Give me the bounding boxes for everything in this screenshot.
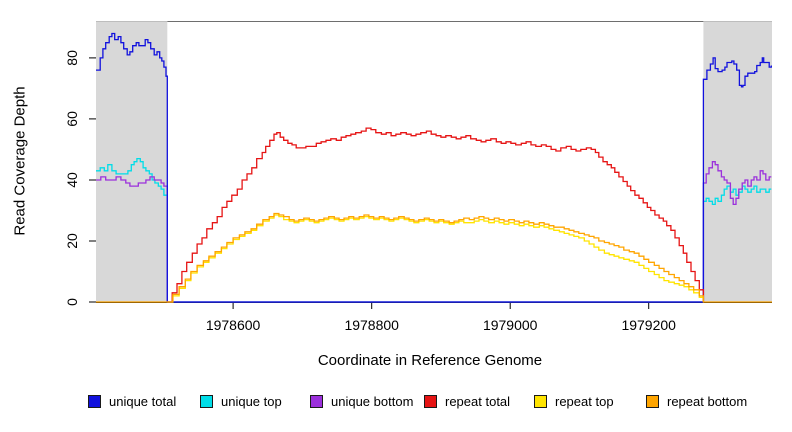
x-tick-label: 1979000 — [483, 317, 538, 333]
legend-swatch-repeat-bottom — [646, 394, 659, 408]
legend-swatch-repeat-top — [534, 394, 547, 408]
legend-label: repeat total — [445, 393, 511, 409]
legend-item-repeat-total: repeat total — [424, 393, 510, 409]
legend-swatch-unique-total — [88, 394, 101, 408]
y-axis-title: Read Coverage Depth — [11, 86, 29, 236]
y-tick-label: 0 — [64, 298, 80, 306]
legend-item-unique-top: unique top — [200, 393, 282, 409]
x-tick-label: 1979200 — [621, 317, 676, 333]
legend-label: repeat bottom — [667, 393, 748, 409]
y-tick-label: 40 — [64, 172, 80, 188]
y-tick-label: 80 — [64, 50, 80, 66]
legend-item-unique-total: unique total — [88, 393, 176, 409]
series-repeat-total-line — [167, 127, 705, 303]
x-tick-label: 1978800 — [344, 317, 399, 333]
plot-svg: 1978600 1978800 1979000 1979200 0 20 40 60 80 — [64, 21, 772, 333]
legend-label: repeat top — [555, 393, 614, 409]
shaded-region — [96, 21, 168, 302]
series-unique-top-line — [96, 157, 772, 303]
legend-label: unique top — [221, 393, 282, 409]
legend-item-repeat-bottom: repeat bottom — [646, 393, 747, 409]
legend: unique total unique top unique bottom repea… — [0, 393, 792, 417]
x-tick-label: 1978600 — [206, 317, 261, 333]
y-tick-label: 60 — [64, 111, 80, 127]
x-axis-title: Coordinate in Reference Genome — [317, 352, 543, 369]
y-tick-label: 20 — [64, 233, 80, 249]
legend-item-repeat-top: repeat top — [534, 393, 614, 409]
legend-label: unique total — [109, 393, 177, 409]
series-unique-bottom-line — [96, 161, 772, 303]
legend-label: unique bottom — [331, 393, 414, 409]
legend-swatch-repeat-total — [424, 394, 437, 408]
legend-swatch-unique-top — [200, 394, 213, 408]
legend-swatch-unique-bottom — [310, 394, 323, 408]
series-repeat-top-line — [167, 214, 705, 303]
legend-item-unique-bottom: unique bottom — [310, 393, 413, 409]
series-repeat-bottom-line — [96, 212, 772, 303]
series-unique-total-line — [96, 32, 772, 303]
